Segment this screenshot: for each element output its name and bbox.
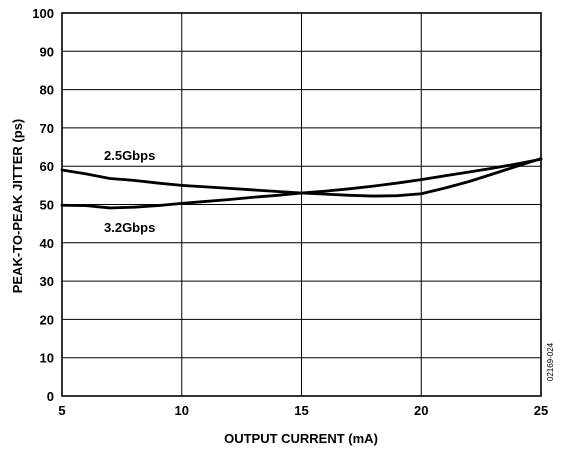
y-tick-label: 90 — [40, 44, 54, 59]
y-tick-label: 10 — [40, 351, 54, 366]
x-axis-label: OUTPUT CURRENT (mA) — [224, 431, 378, 446]
y-tick-label: 40 — [40, 236, 54, 251]
y-tick-label: 30 — [40, 274, 54, 289]
tick-labels: 0 10 20 30 40 50 60 70 80 90 100 5 10 15 20 25 — [32, 6, 548, 418]
y-tick-label: 20 — [40, 312, 54, 327]
x-tick-label: 20 — [414, 403, 428, 418]
figure-id: 02169-024 — [546, 342, 555, 381]
y-axis-label: PEAK-TO-PEAK JITTER (ps) — [10, 119, 25, 294]
x-tick-label: 10 — [175, 403, 189, 418]
y-tick-label: 0 — [47, 389, 54, 404]
x-tick-label: 15 — [294, 403, 308, 418]
y-tick-label: 60 — [40, 159, 54, 174]
series-lines — [60, 157, 543, 210]
grid — [61, 12, 542, 397]
series-line-3-2gbps — [60, 157, 543, 210]
x-tick-label: 5 — [58, 403, 65, 418]
y-tick-label: 100 — [32, 6, 54, 21]
series-label-3-2gbps: 3.2Gbps — [104, 220, 155, 235]
y-tick-label: 50 — [40, 198, 54, 213]
series-label-2-5gbps: 2.5Gbps — [104, 148, 155, 163]
y-tick-label: 80 — [40, 83, 54, 98]
y-tick-label: 70 — [40, 121, 54, 136]
x-tick-label: 25 — [534, 403, 548, 418]
plot-frame — [61, 12, 542, 397]
